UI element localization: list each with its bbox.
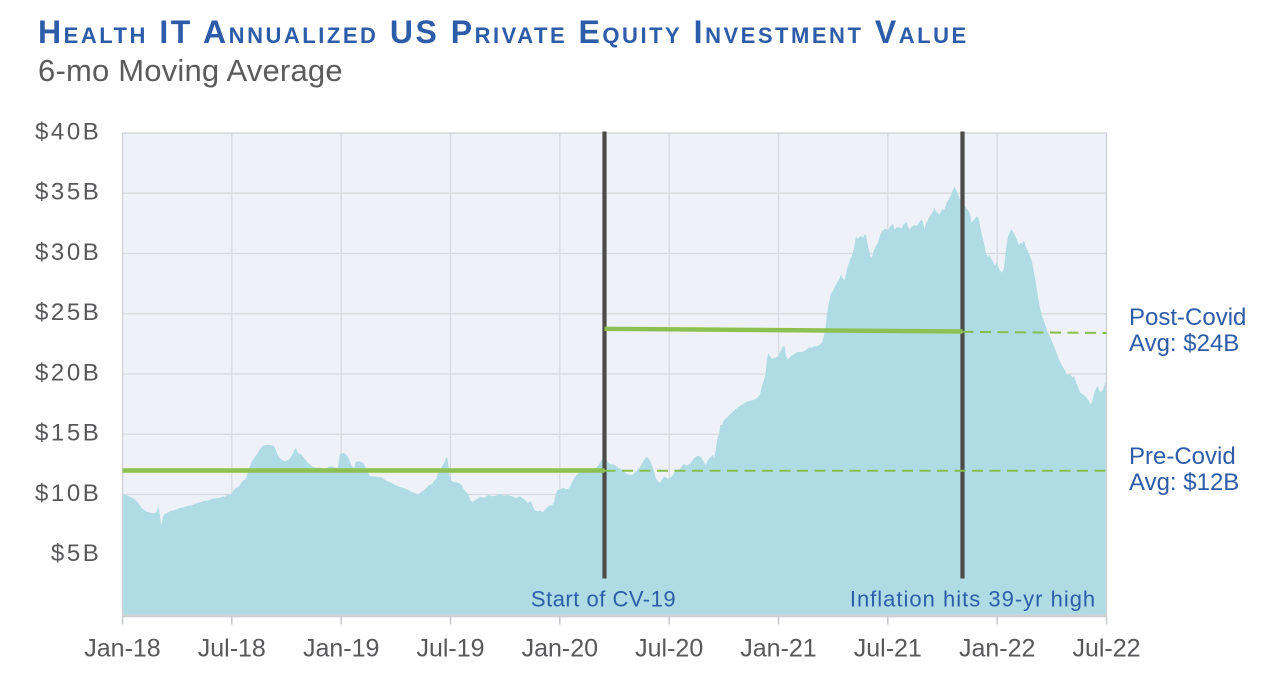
svg-text:Jul-22: Jul-22 — [1072, 635, 1140, 663]
svg-text:Jul-20: Jul-20 — [635, 635, 703, 663]
svg-text:$30B: $30B — [35, 239, 101, 266]
svg-text:$25B: $25B — [35, 299, 101, 326]
svg-text:$35B: $35B — [35, 179, 101, 206]
svg-text:$40B: $40B — [35, 118, 101, 145]
svg-text:Post-Covid: Post-Covid — [1129, 304, 1246, 331]
svg-text:Avg: $24B: Avg: $24B — [1129, 330, 1239, 357]
svg-text:Inflation hits 39-yr high: Inflation hits 39-yr high — [850, 587, 1096, 612]
svg-text:Jul-21: Jul-21 — [854, 635, 922, 663]
svg-text:Jan-19: Jan-19 — [303, 635, 379, 663]
svg-text:Jan-18: Jan-18 — [84, 635, 160, 663]
svg-text:Jan-20: Jan-20 — [522, 635, 598, 663]
svg-text:Jul-19: Jul-19 — [416, 635, 484, 663]
svg-text:Pre-Covid: Pre-Covid — [1129, 443, 1236, 470]
svg-text:Avg: $12B: Avg: $12B — [1129, 469, 1239, 496]
svg-text:$15B: $15B — [35, 420, 101, 447]
svg-text:Jan-22: Jan-22 — [959, 635, 1035, 663]
svg-text:Jul-18: Jul-18 — [198, 635, 266, 663]
svg-text:$20B: $20B — [35, 359, 101, 386]
svg-text:Jan-21: Jan-21 — [740, 635, 816, 663]
svg-text:Start of CV-19: Start of CV-19 — [531, 587, 676, 612]
svg-text:$10B: $10B — [35, 480, 101, 507]
svg-text:$5B: $5B — [51, 540, 102, 567]
